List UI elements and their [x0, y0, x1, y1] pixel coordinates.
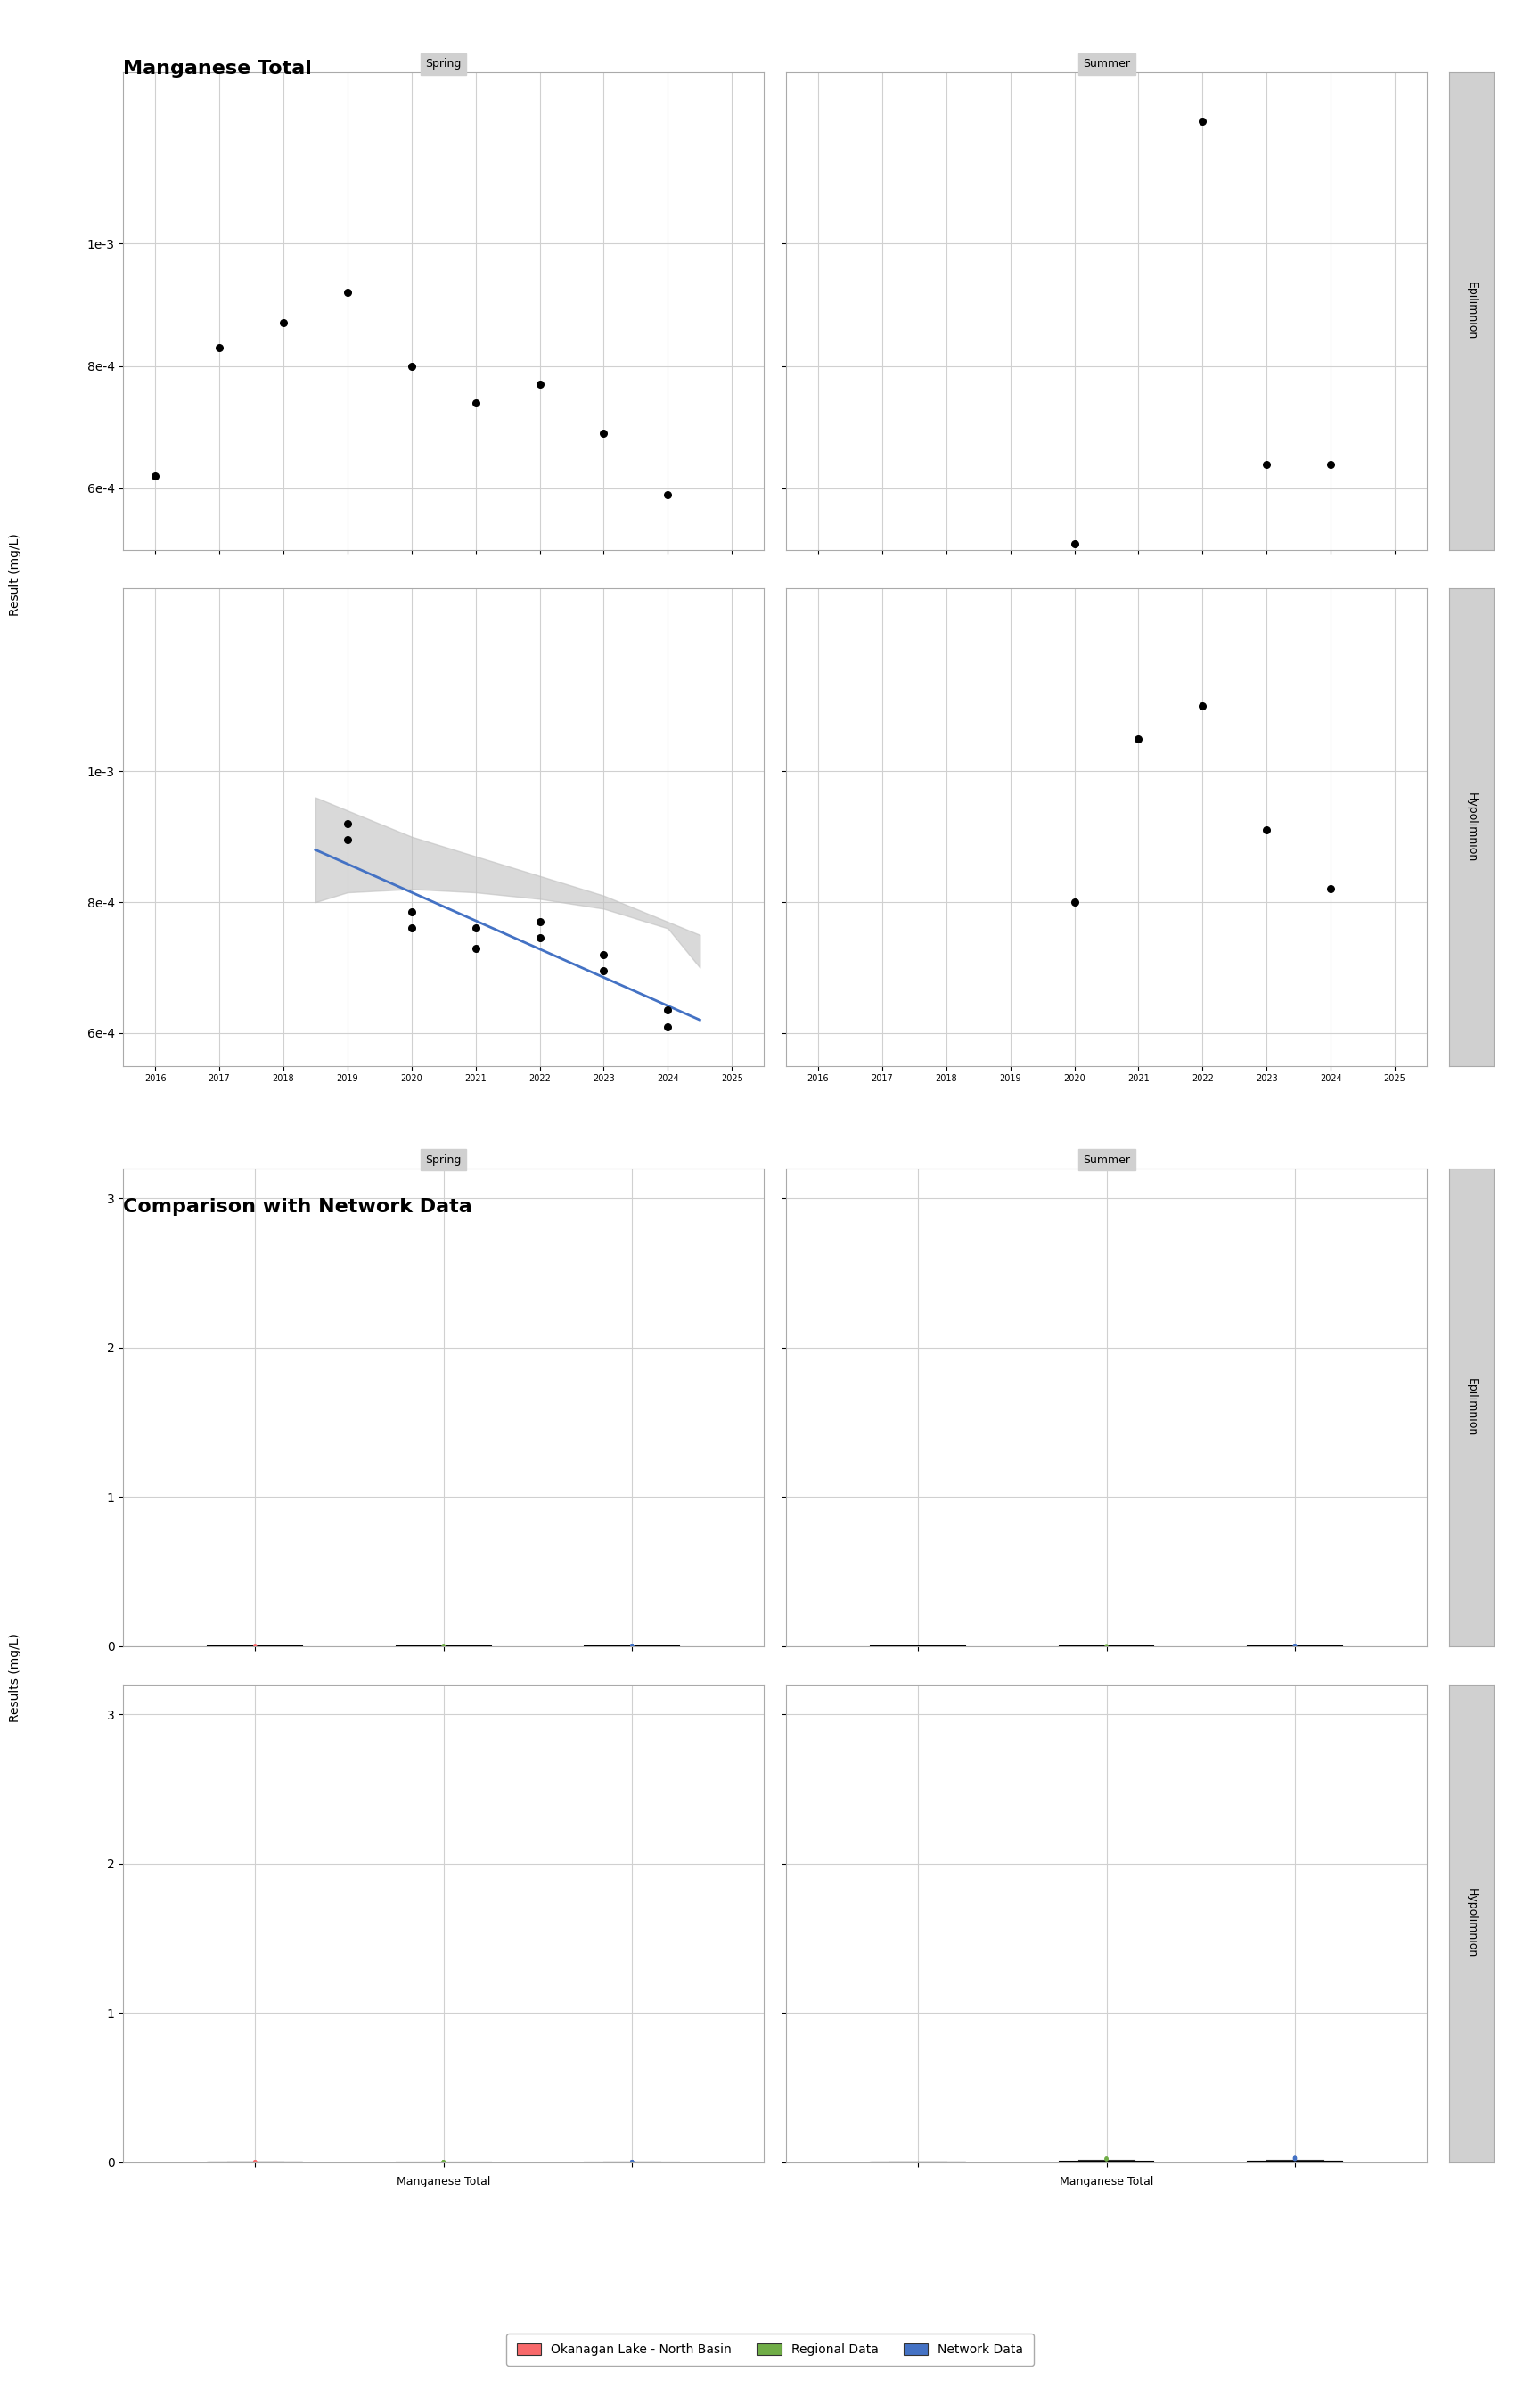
- Text: Epilimnion: Epilimnion: [1466, 1378, 1477, 1435]
- Title: Summer: Summer: [1083, 1155, 1130, 1167]
- Point: [1283, 1627, 1307, 1665]
- Point: [998, 539, 1023, 577]
- Point: [656, 992, 681, 1030]
- Point: [527, 903, 551, 942]
- Point: [1283, 1627, 1307, 1665]
- Point: [619, 2142, 644, 2180]
- Text: Hypolimnion: Hypolimnion: [1466, 1888, 1477, 1958]
- X-axis label: Manganese Total: Manganese Total: [397, 2176, 491, 2188]
- Point: [336, 822, 360, 860]
- Text: Comparison with Network Data: Comparison with Network Data: [123, 1198, 473, 1215]
- Point: [527, 364, 551, 403]
- Point: [619, 1627, 644, 1665]
- Text: Epilimnion: Epilimnion: [1466, 283, 1477, 340]
- Title: Spring: Spring: [425, 1155, 462, 1167]
- Title: Summer: Summer: [1083, 58, 1130, 69]
- Point: [464, 908, 488, 946]
- Point: [1283, 1627, 1307, 1665]
- Point: [1283, 2140, 1307, 2178]
- Text: Hypolimnion: Hypolimnion: [1466, 793, 1477, 863]
- Point: [1093, 2140, 1118, 2178]
- Point: [399, 894, 424, 932]
- Point: [1254, 810, 1278, 848]
- Point: [1283, 2140, 1307, 2178]
- Point: [591, 951, 616, 990]
- Point: [1283, 2140, 1307, 2178]
- Point: [464, 383, 488, 422]
- Point: [1283, 1627, 1307, 1665]
- Point: [619, 1627, 644, 1665]
- Point: [1318, 870, 1343, 908]
- Point: [243, 1627, 268, 1665]
- Point: [1190, 688, 1215, 726]
- Title: Spring: Spring: [425, 58, 462, 69]
- Point: [619, 2142, 644, 2180]
- Point: [1126, 719, 1150, 757]
- Point: [656, 1006, 681, 1045]
- Point: [206, 328, 231, 367]
- Text: Result (mg/L): Result (mg/L): [9, 534, 22, 616]
- Point: [619, 1627, 644, 1665]
- Point: [1093, 2140, 1118, 2178]
- Point: [591, 934, 616, 973]
- Point: [1063, 525, 1087, 563]
- Point: [1283, 2140, 1307, 2178]
- Point: [591, 415, 616, 453]
- Point: [336, 273, 360, 311]
- Point: [1093, 1627, 1118, 1665]
- Point: [656, 474, 681, 513]
- Point: [243, 2142, 268, 2180]
- Point: [399, 908, 424, 946]
- Point: [431, 2142, 456, 2180]
- Point: [464, 930, 488, 968]
- X-axis label: Manganese Total: Manganese Total: [1060, 2176, 1153, 2188]
- Point: [1254, 446, 1278, 484]
- Point: [527, 920, 551, 958]
- Text: Manganese Total: Manganese Total: [123, 60, 313, 77]
- Point: [431, 1627, 456, 1665]
- Point: [431, 2142, 456, 2180]
- Point: [1093, 2140, 1118, 2178]
- Point: [619, 1627, 644, 1665]
- Point: [619, 1627, 644, 1665]
- Point: [1318, 446, 1343, 484]
- Point: [1190, 101, 1215, 139]
- Point: [619, 2142, 644, 2180]
- Legend: Okanagan Lake - North Basin, Regional Data, Network Data: Okanagan Lake - North Basin, Regional Da…: [507, 2334, 1033, 2365]
- Point: [431, 1627, 456, 1665]
- Point: [143, 458, 168, 496]
- Point: [619, 2142, 644, 2180]
- Point: [336, 805, 360, 843]
- Point: [271, 304, 296, 343]
- Text: Results (mg/L): Results (mg/L): [9, 1632, 22, 1723]
- Point: [399, 347, 424, 386]
- Point: [431, 2142, 456, 2180]
- Point: [243, 2142, 268, 2180]
- Point: [1063, 884, 1087, 922]
- Point: [431, 2142, 456, 2180]
